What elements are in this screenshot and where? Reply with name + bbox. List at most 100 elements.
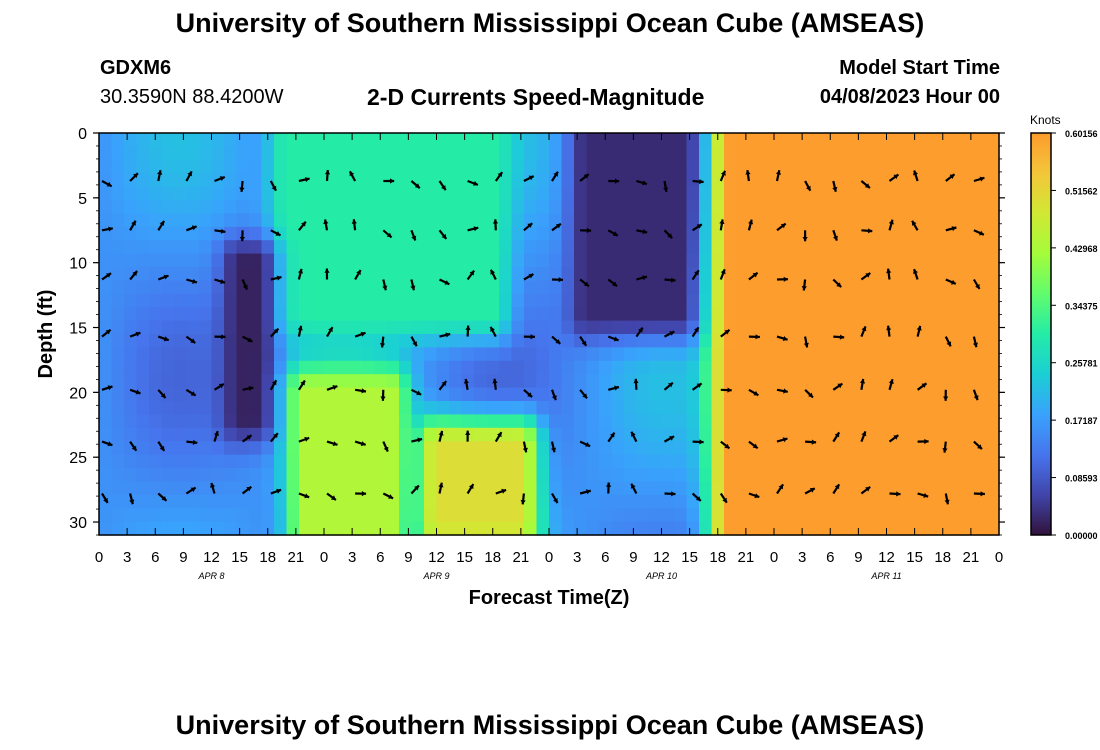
heatmap-cell xyxy=(699,267,713,281)
heatmap-cell xyxy=(811,427,825,442)
heatmap-cell xyxy=(674,320,688,335)
heatmap-cell xyxy=(561,521,575,536)
heatmap-cell xyxy=(974,481,988,496)
heatmap-cell xyxy=(99,360,113,375)
current-arrowhead xyxy=(977,444,982,450)
heatmap-cell xyxy=(899,200,913,214)
heatmap-cell xyxy=(724,494,738,509)
heatmap-cell xyxy=(261,253,275,268)
heatmap-cell xyxy=(436,360,450,375)
heatmap-cell xyxy=(874,200,888,214)
current-arrowhead xyxy=(382,285,388,291)
heatmap-cell xyxy=(824,427,838,442)
heatmap-cell xyxy=(311,253,325,268)
heatmap-cell xyxy=(324,159,338,174)
current-arrowhead xyxy=(752,272,758,278)
heatmap-cell xyxy=(524,401,538,415)
heatmap-cell xyxy=(136,334,150,348)
heatmap-cell xyxy=(536,146,550,161)
heatmap-cell xyxy=(386,253,400,268)
heatmap-cell xyxy=(574,307,588,322)
heatmap-cell xyxy=(636,508,650,523)
heatmap-cell xyxy=(499,401,513,415)
heatmap-cell xyxy=(674,307,688,322)
current-arrowhead xyxy=(438,430,444,436)
heatmap-cell xyxy=(299,240,313,255)
heatmap-cell xyxy=(786,334,800,348)
heatmap-cell xyxy=(411,374,425,389)
heatmap-cell xyxy=(249,186,263,201)
current-arrowhead xyxy=(631,431,636,437)
heatmap-cell xyxy=(899,521,913,536)
heatmap-cell xyxy=(761,494,775,509)
heatmap-cell xyxy=(136,468,150,482)
heatmap-cell xyxy=(124,481,138,496)
heatmap-cell xyxy=(174,521,188,536)
heatmap-cell xyxy=(449,293,463,308)
heatmap-cell xyxy=(786,414,800,429)
heatmap-cell xyxy=(499,173,513,188)
heatmap-cell xyxy=(211,494,225,509)
heatmap-cell xyxy=(611,146,625,161)
heatmap-cell xyxy=(724,481,738,496)
heatmap-cell xyxy=(174,173,188,188)
heatmap-cell xyxy=(924,307,938,322)
x-tick-label: 15 xyxy=(456,549,473,566)
heatmap-cell xyxy=(274,240,288,255)
heatmap-cell xyxy=(911,387,925,402)
heatmap-cell xyxy=(961,320,975,335)
heatmap-cell xyxy=(99,200,113,214)
heatmap-cell xyxy=(636,334,650,348)
heatmap-cell xyxy=(649,494,663,509)
current-arrowhead xyxy=(754,493,760,499)
heatmap-cell xyxy=(511,360,525,375)
heatmap-cell xyxy=(474,521,488,536)
heatmap-cell xyxy=(849,280,863,295)
heatmap-cell xyxy=(524,280,538,295)
heatmap-cell xyxy=(736,427,750,442)
heatmap-cell xyxy=(236,454,250,469)
heatmap-cell xyxy=(549,414,563,429)
heatmap-cell xyxy=(974,240,988,255)
heatmap-cell xyxy=(686,334,700,348)
heatmap-cell xyxy=(961,387,975,402)
heatmap-cell xyxy=(536,293,550,308)
current-arrowhead xyxy=(218,383,224,389)
heatmap-cell xyxy=(811,320,825,335)
heatmap-cell xyxy=(511,320,525,335)
heatmap-cell xyxy=(736,414,750,429)
heatmap-cell xyxy=(136,293,150,308)
heatmap-cell xyxy=(899,494,913,509)
heatmap-cell xyxy=(499,521,513,536)
heatmap-cell xyxy=(349,213,363,228)
current-arrowhead xyxy=(861,326,867,332)
heatmap-cell xyxy=(361,347,375,362)
heatmap-cell xyxy=(986,454,1000,469)
heatmap-cell xyxy=(711,334,725,348)
heatmap-cell xyxy=(636,441,650,456)
heatmap-cell xyxy=(161,213,175,228)
heatmap-cell xyxy=(399,454,413,469)
heatmap-cell xyxy=(349,481,363,496)
heatmap-cell xyxy=(836,240,850,255)
current-arrowhead xyxy=(695,496,701,501)
heatmap-cell xyxy=(374,253,388,268)
current-arrowhead xyxy=(465,325,471,330)
heatmap-cell xyxy=(261,481,275,496)
heatmap-cell xyxy=(136,133,150,147)
heatmap-cell xyxy=(949,334,963,348)
heatmap-cell xyxy=(836,159,850,174)
heatmap-cell xyxy=(261,159,275,174)
heatmap-cell xyxy=(824,159,838,174)
heatmap-cell xyxy=(261,200,275,214)
heatmap-cell xyxy=(524,253,538,268)
heatmap-cell xyxy=(249,226,263,241)
heatmap-cell xyxy=(761,293,775,308)
heatmap-cell xyxy=(561,307,575,322)
heatmap-cell xyxy=(449,267,463,281)
heatmap-cell xyxy=(711,481,725,496)
heatmap-cell xyxy=(236,280,250,295)
heatmap-cell xyxy=(661,307,675,322)
heatmap-cell xyxy=(474,280,488,295)
current-arrowhead xyxy=(273,433,278,439)
